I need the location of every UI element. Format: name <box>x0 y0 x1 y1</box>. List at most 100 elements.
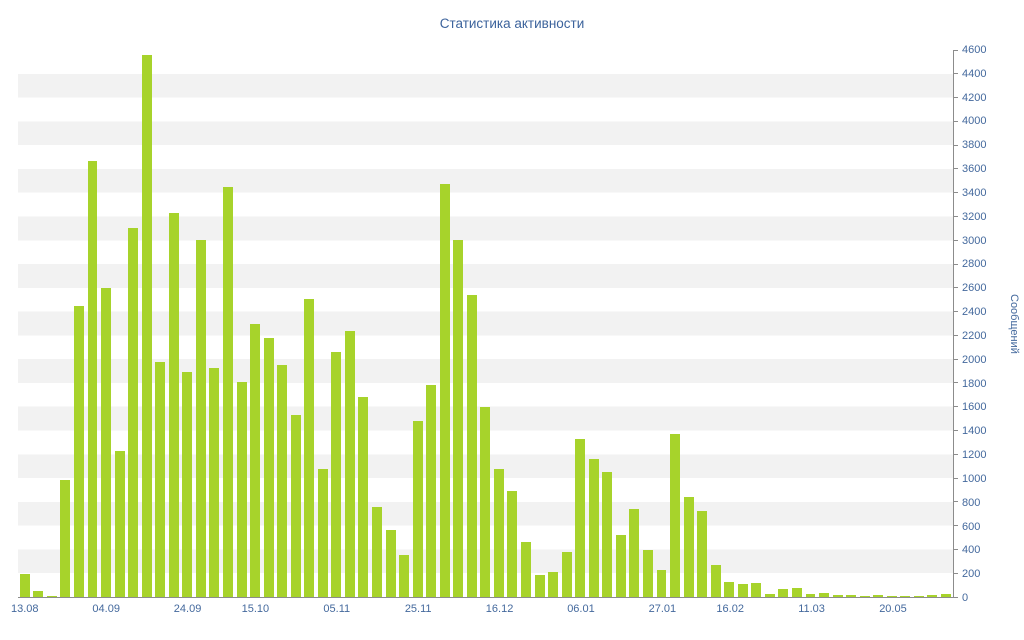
bar <box>439 184 450 597</box>
bar <box>615 535 626 597</box>
bar <box>412 421 423 597</box>
bar <box>195 240 206 597</box>
y-tick-label: 2400 <box>962 306 987 319</box>
y-tick-mark <box>954 168 958 170</box>
y-tick-mark <box>954 73 958 75</box>
y-tick-label: 1600 <box>962 401 987 414</box>
x-axis-labels: 13.08 04.09 24.09 15.10 05.11 25.11 16.12 06.01… <box>11 603 954 619</box>
bar <box>372 506 382 597</box>
bar <box>656 570 667 597</box>
y-tick-label: 3400 <box>962 186 987 199</box>
bar <box>873 594 884 597</box>
x-tick-label: 25.11 <box>404 603 432 615</box>
y-tick-label: 4400 <box>962 67 987 80</box>
bar <box>223 186 233 597</box>
bar <box>73 305 84 597</box>
y-tick-mark <box>954 572 958 574</box>
bar <box>236 381 247 597</box>
bar <box>683 497 694 597</box>
bar <box>575 438 586 597</box>
y-tick-label: 200 <box>962 568 981 581</box>
y-tick-label: 600 <box>962 520 981 533</box>
bar <box>521 542 531 597</box>
bar <box>453 240 464 597</box>
y-tick-mark <box>954 49 958 51</box>
chart-title: Статистика активности <box>439 16 585 31</box>
bar <box>466 294 477 597</box>
bar <box>277 365 288 597</box>
y-tick-label: 2600 <box>962 282 987 295</box>
bar <box>886 595 897 597</box>
bar <box>751 582 762 597</box>
y-tick-label: 1000 <box>962 472 987 485</box>
bar <box>290 415 301 597</box>
bar <box>399 555 410 597</box>
bar <box>913 595 924 597</box>
bar <box>331 352 342 597</box>
y-axis-ticks <box>953 49 958 598</box>
bar <box>710 564 721 597</box>
bar <box>358 397 369 597</box>
bar <box>805 594 816 597</box>
bar <box>602 472 613 597</box>
bar <box>561 551 572 597</box>
y-tick-mark <box>954 548 958 550</box>
x-tick-label: 05.11 <box>323 603 351 615</box>
bar <box>60 480 71 597</box>
x-tick-label: 13.08 <box>11 603 39 615</box>
y-tick-label: 2200 <box>962 329 987 342</box>
bar <box>128 228 139 597</box>
y-axis-labels: 0 200 400 600 800 1000 1200 1400 1600 1800 2000 220… <box>962 44 998 604</box>
x-tick-label: 16.12 <box>485 603 514 615</box>
bar <box>426 385 437 597</box>
y-tick-mark <box>954 501 958 503</box>
y-tick-mark <box>954 97 958 99</box>
bar <box>629 509 640 597</box>
y-tick-label: 1800 <box>962 377 987 390</box>
bar <box>493 468 504 597</box>
bar <box>778 589 789 597</box>
bar <box>155 361 166 597</box>
bar <box>927 595 938 597</box>
x-tick-label: 27.01 <box>648 603 677 615</box>
x-tick-label: 06.01 <box>567 603 595 615</box>
y-tick-label: 0 <box>962 592 969 604</box>
y-axis-title: Сообщений <box>1008 294 1020 354</box>
bar <box>114 450 125 597</box>
bar <box>859 595 870 597</box>
bar <box>791 588 802 597</box>
y-tick-mark <box>954 144 958 146</box>
y-tick-mark <box>954 453 958 455</box>
plot-area <box>18 49 958 598</box>
bar <box>182 372 193 597</box>
y-tick-mark <box>954 430 958 432</box>
bar <box>832 595 843 597</box>
y-tick-mark <box>954 215 958 217</box>
y-tick-label: 3600 <box>962 163 987 176</box>
y-tick-mark <box>954 525 958 527</box>
y-tick-mark <box>954 406 958 408</box>
bar <box>101 287 112 597</box>
bar <box>141 54 152 597</box>
y-tick-label: 4200 <box>962 91 987 104</box>
bar <box>317 468 328 597</box>
y-tick-mark <box>954 382 958 384</box>
bar <box>900 595 911 597</box>
y-tick-label: 3200 <box>962 210 987 223</box>
y-tick-label: 400 <box>962 544 981 557</box>
y-tick-label: 1200 <box>962 449 987 462</box>
bar <box>697 511 708 597</box>
x-tick-label: 20.05 <box>879 603 907 615</box>
y-tick-label: 3000 <box>962 234 987 247</box>
y-tick-label: 2800 <box>962 258 987 271</box>
y-tick-mark <box>954 287 958 289</box>
bar <box>724 582 735 597</box>
bar <box>846 595 857 597</box>
y-tick-mark <box>954 358 958 360</box>
bar <box>548 572 559 597</box>
bar <box>507 491 518 597</box>
bar <box>737 583 748 597</box>
x-tick-label: 15.10 <box>241 603 270 615</box>
bars-layer <box>18 50 953 597</box>
